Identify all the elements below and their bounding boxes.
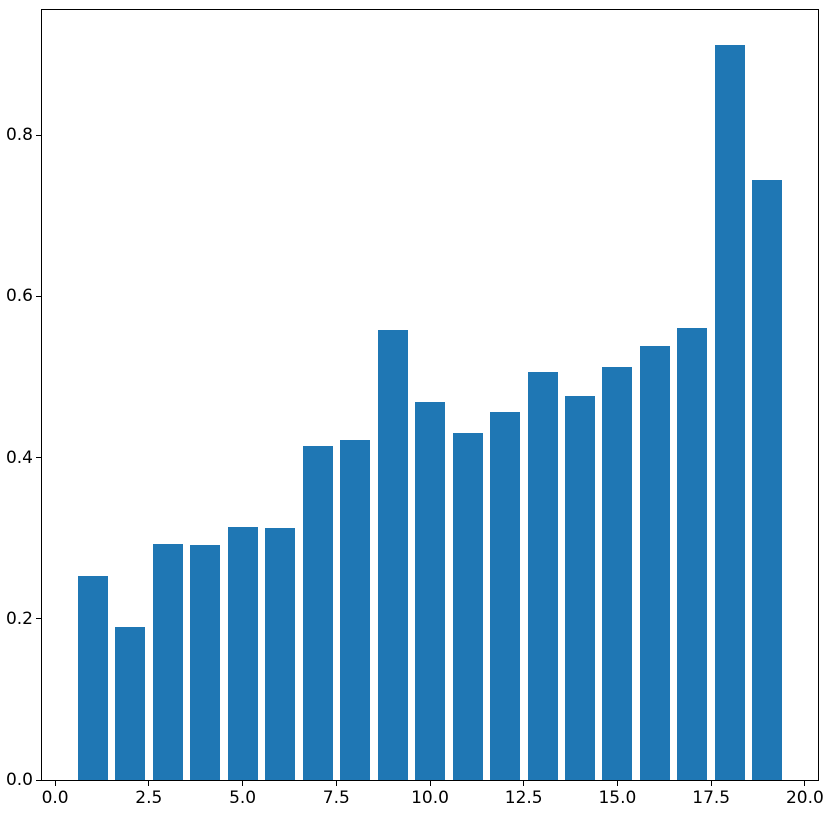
x-tick-mark xyxy=(523,781,525,786)
y-tick-mark xyxy=(36,134,41,136)
x-tick-mark xyxy=(335,781,337,786)
y-tick-label: 0.2 xyxy=(5,608,33,629)
y-tick-mark xyxy=(36,295,41,297)
bar xyxy=(340,439,370,780)
x-tick-mark xyxy=(148,781,150,786)
bar xyxy=(152,543,183,780)
bar xyxy=(77,576,108,780)
plot-area xyxy=(41,9,819,781)
bar xyxy=(415,401,445,780)
bar xyxy=(565,396,595,780)
x-tick-label: 10.0 xyxy=(411,788,449,808)
bar xyxy=(527,372,558,780)
x-tick-label: 5.0 xyxy=(229,788,257,808)
bar xyxy=(377,330,408,780)
bar xyxy=(677,327,708,780)
x-tick-mark xyxy=(804,781,806,786)
bar xyxy=(602,367,633,780)
y-tick-mark xyxy=(36,457,41,458)
x-tick-label: 12.5 xyxy=(504,788,543,808)
y-tick-label: 0.6 xyxy=(5,286,33,307)
x-tick-mark xyxy=(242,781,244,786)
y-tick-label: 0.4 xyxy=(5,447,33,468)
bar xyxy=(452,432,483,780)
bar xyxy=(227,526,258,780)
y-tick-label: 0.8 xyxy=(5,125,33,145)
bar xyxy=(752,180,783,780)
y-tick-mark xyxy=(36,618,41,620)
x-tick-mark xyxy=(54,781,56,786)
x-tick-mark xyxy=(429,781,431,786)
bars-layer xyxy=(42,10,818,780)
x-tick-label: 2.5 xyxy=(135,788,163,808)
x-tick-mark xyxy=(710,781,712,786)
bar xyxy=(190,545,221,780)
y-tick-mark xyxy=(36,779,41,781)
x-tick-label: 7.5 xyxy=(322,788,350,808)
bar xyxy=(490,412,520,780)
bar xyxy=(639,346,670,780)
x-tick-mark xyxy=(616,781,618,786)
bar xyxy=(302,446,333,780)
bar xyxy=(115,626,146,780)
x-tick-label: 20.0 xyxy=(785,788,824,808)
bar xyxy=(714,44,745,780)
x-tick-label: 15.0 xyxy=(598,788,637,808)
y-tick-label: 0.0 xyxy=(5,770,33,790)
x-tick-label: 0.0 xyxy=(41,788,69,808)
x-tick-label: 17.5 xyxy=(692,788,731,808)
bar xyxy=(265,527,296,780)
